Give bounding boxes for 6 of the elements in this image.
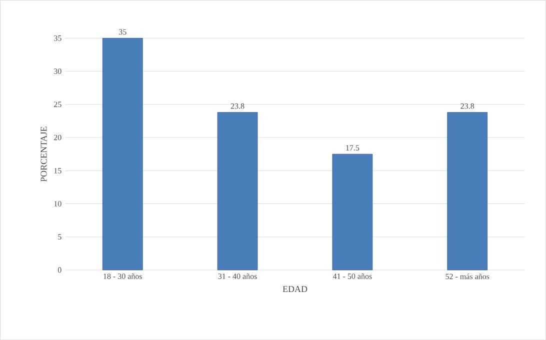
bar [102, 38, 143, 270]
bar [217, 112, 258, 270]
bar [447, 112, 488, 270]
bar [332, 154, 373, 270]
y-axis-title: PORCENTAJE [40, 126, 47, 182]
x-axis-title: EDAD [282, 286, 308, 292]
